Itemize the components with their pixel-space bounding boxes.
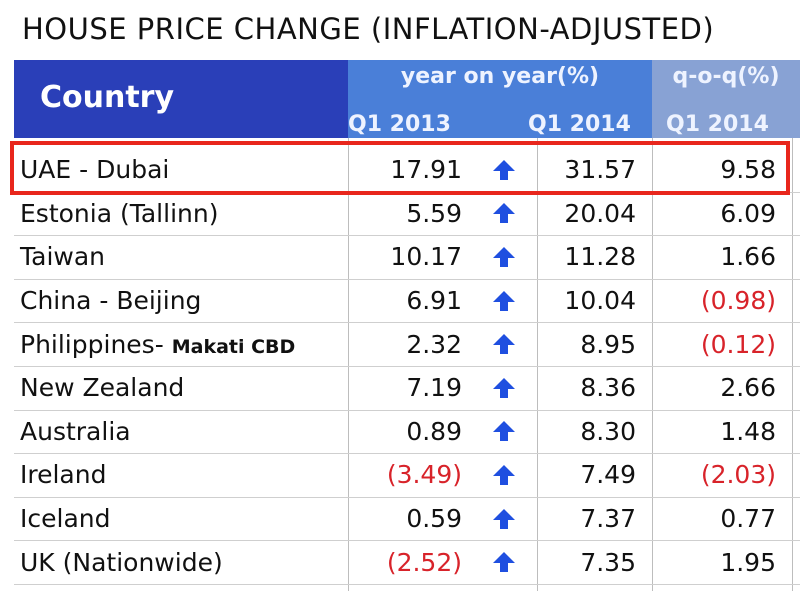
up-arrow-icon bbox=[474, 279, 534, 323]
up-arrow-icon bbox=[474, 148, 534, 192]
value-yoy-q1-2013: 0.89 bbox=[406, 416, 462, 446]
country-cell: Philippines- Makati CBD bbox=[20, 322, 346, 366]
value-yoy-q1-2013: 0.59 bbox=[406, 504, 462, 534]
table-row: UK (Nationwide) (2.52) 7.35 1.95 bbox=[14, 540, 800, 585]
value-yoy-q1-2013: 17.91 bbox=[390, 155, 462, 185]
country-cell: China - Beijing bbox=[20, 279, 346, 323]
header-qoq-label: q-o-q(%) bbox=[672, 64, 780, 89]
country-cell: UK (Nationwide) bbox=[20, 540, 346, 584]
value-yoy-q1-2014: 8.95 bbox=[580, 329, 636, 359]
country-cell: UAE - Dubai bbox=[20, 148, 346, 192]
value-yoy-q1-2013: 10.17 bbox=[390, 242, 462, 272]
value-yoy-q1-2014: 11.28 bbox=[564, 242, 636, 272]
up-arrow-icon bbox=[474, 410, 534, 454]
table-row: Iceland 0.59 7.37 0.77 bbox=[14, 497, 800, 542]
value-yoy-q1-2013: (2.52) bbox=[386, 547, 462, 577]
country-cell: Taiwan bbox=[20, 235, 346, 279]
country-name: Australia bbox=[20, 416, 131, 446]
up-arrow-icon bbox=[474, 322, 534, 366]
header-yoy-label: year on year(%) bbox=[400, 64, 600, 89]
value-yoy-q1-2013: 5.59 bbox=[406, 198, 462, 228]
table-row: New Zealand 7.19 8.36 2.66 bbox=[14, 366, 800, 411]
table-row: UAE - Dubai 17.91 31.57 9.58 bbox=[14, 148, 800, 193]
value-yoy-q1-2014: 10.04 bbox=[564, 286, 636, 316]
value-qoq-q1-2014: 9.58 bbox=[720, 155, 776, 185]
column-divider bbox=[348, 138, 349, 591]
value-yoy-q1-2013: (3.49) bbox=[386, 460, 462, 490]
header-col-q1-2013: Q1 2013 bbox=[348, 112, 451, 137]
table-row: Estonia (Tallinn) 5.59 20.04 6.09 bbox=[14, 192, 800, 237]
header-quarter-on-quarter: q-o-q(%) Q1 2014 bbox=[652, 60, 800, 138]
value-yoy-q1-2013: 6.91 bbox=[406, 286, 462, 316]
up-arrow-icon bbox=[474, 366, 534, 410]
country-name: UK (Nationwide) bbox=[20, 547, 223, 577]
value-yoy-q1-2014: 7.49 bbox=[580, 460, 636, 490]
country-cell: New Zealand bbox=[20, 366, 346, 410]
up-arrow-icon bbox=[474, 540, 534, 584]
country-name: Iceland bbox=[20, 504, 111, 534]
value-yoy-q1-2014: 8.30 bbox=[580, 416, 636, 446]
country-cell: Ireland bbox=[20, 453, 346, 497]
header-country: Country bbox=[14, 60, 348, 138]
column-divider bbox=[537, 138, 538, 591]
value-qoq-q1-2014: 6.09 bbox=[720, 198, 776, 228]
value-qoq-q1-2014: 0.77 bbox=[720, 504, 776, 534]
table-row: Taiwan 10.17 11.28 1.66 bbox=[14, 235, 800, 280]
value-yoy-q1-2014: 20.04 bbox=[564, 198, 636, 228]
country-name: Ireland bbox=[20, 460, 107, 490]
value-qoq-q1-2014: 1.66 bbox=[720, 242, 776, 272]
header-year-on-year: year on year(%) Q1 2013 Q1 2014 bbox=[348, 60, 652, 138]
table-row: Philippines- Makati CBD 2.32 8.95 (0.12) bbox=[14, 322, 800, 367]
value-yoy-q1-2014: 8.36 bbox=[580, 373, 636, 403]
country-cell: Australia bbox=[20, 410, 346, 454]
header-country-label: Country bbox=[40, 80, 175, 115]
value-yoy-q1-2014: 7.35 bbox=[580, 547, 636, 577]
up-arrow-icon bbox=[474, 453, 534, 497]
up-arrow-icon bbox=[474, 497, 534, 541]
value-yoy-q1-2013: 7.19 bbox=[406, 373, 462, 403]
country-name: Philippines- bbox=[20, 329, 164, 359]
value-qoq-q1-2014: (2.03) bbox=[700, 460, 776, 490]
value-yoy-q1-2014: 7.37 bbox=[580, 504, 636, 534]
value-qoq-q1-2014: 1.95 bbox=[720, 547, 776, 577]
value-qoq-q1-2014: 2.66 bbox=[720, 373, 776, 403]
country-cell: Iceland bbox=[20, 497, 346, 541]
table-row: Australia 0.89 8.30 1.48 bbox=[14, 410, 800, 455]
country-name: Taiwan bbox=[20, 242, 106, 272]
value-yoy-q1-2013: 2.32 bbox=[406, 329, 462, 359]
country-subname: Makati CBD bbox=[171, 336, 296, 359]
table-title: HOUSE PRICE CHANGE (INFLATION-ADJUSTED) bbox=[22, 12, 715, 46]
country-name: New Zealand bbox=[20, 373, 185, 403]
value-yoy-q1-2014: 31.57 bbox=[564, 155, 636, 185]
value-qoq-q1-2014: 1.48 bbox=[720, 416, 776, 446]
header-col-q1-2014-qoq: Q1 2014 bbox=[666, 112, 769, 137]
country-cell: Estonia (Tallinn) bbox=[20, 192, 346, 236]
header-col-q1-2014-yoy: Q1 2014 bbox=[528, 112, 631, 137]
up-arrow-icon bbox=[474, 192, 534, 236]
country-name: UAE - Dubai bbox=[20, 155, 170, 185]
up-arrow-icon bbox=[474, 235, 534, 279]
table-row: China - Beijing 6.91 10.04 (0.98) bbox=[14, 279, 800, 324]
country-name: China - Beijing bbox=[20, 286, 202, 316]
value-qoq-q1-2014: (0.12) bbox=[700, 329, 776, 359]
table-row: Ireland (3.49) 7.49 (2.03) bbox=[14, 453, 800, 498]
column-divider bbox=[792, 138, 793, 591]
country-name: Estonia (Tallinn) bbox=[20, 198, 219, 228]
column-divider bbox=[652, 138, 653, 591]
value-qoq-q1-2014: (0.98) bbox=[700, 286, 776, 316]
